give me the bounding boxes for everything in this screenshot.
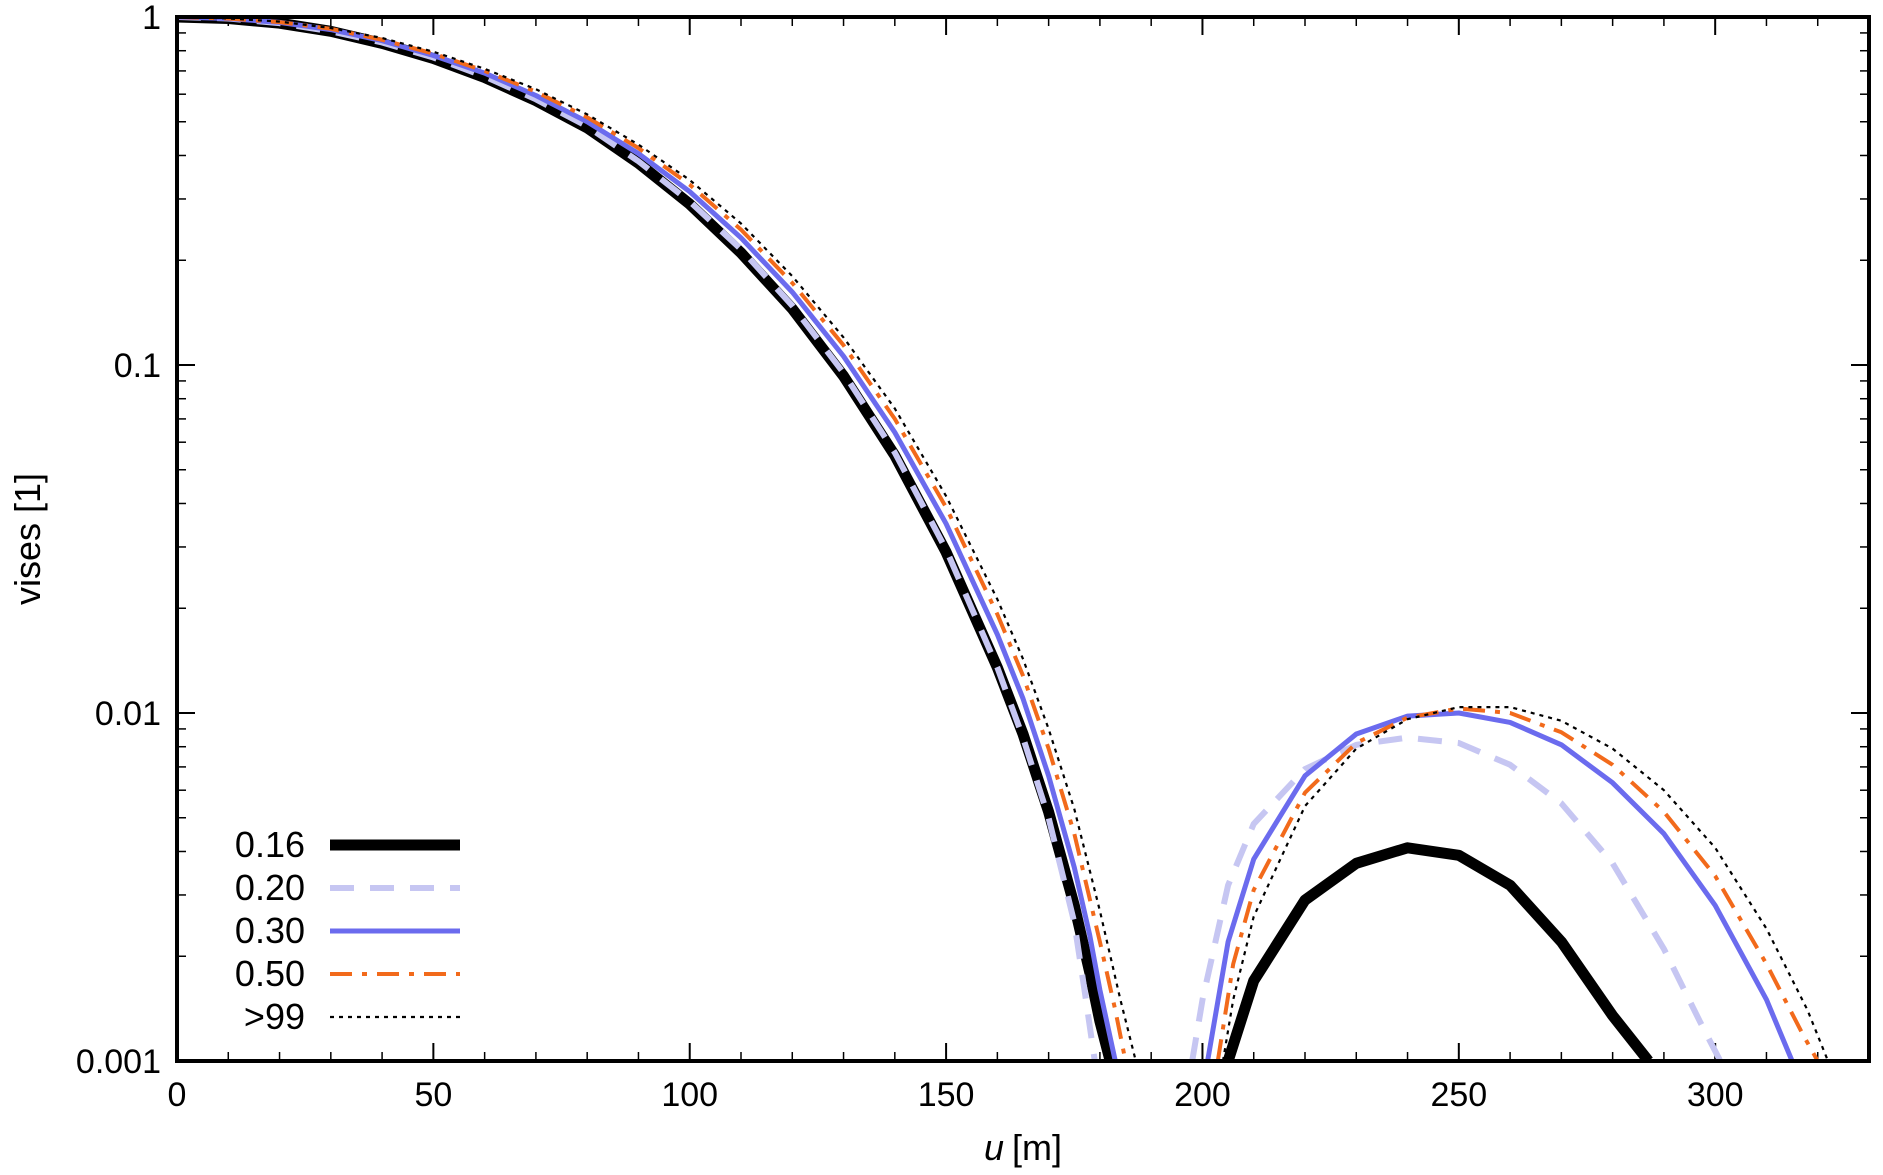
legend-item: 0.30: [235, 910, 460, 951]
series-line-0-second-lobe: [1222, 842, 1653, 1061]
legend-label: 0.50: [235, 953, 305, 994]
x-tick-label: 50: [414, 1076, 452, 1114]
legend-label: 0.16: [235, 824, 305, 865]
x-tick-label: 200: [1174, 1076, 1231, 1114]
legend-item: 0.16: [235, 824, 460, 865]
x-tick-label: 0: [168, 1076, 187, 1114]
y-tick-label: 0.01: [95, 695, 161, 733]
plot-frame: [175, 15, 1871, 1063]
series-line-3-main-lobe: [177, 17, 1128, 1061]
x-tick-labels: 0 50 100 150 200 250 300: [168, 1076, 1744, 1114]
y-tick-label: 1: [142, 0, 161, 37]
legend-item: 0.20: [235, 867, 460, 908]
series-line-1-second-lobe: [1189, 734, 1723, 1061]
legend-label: >99: [244, 996, 305, 1037]
x-tick-label: 250: [1430, 1076, 1487, 1114]
legend-label: 0.20: [235, 867, 305, 908]
series-line-4-main-lobe: [177, 17, 1137, 1061]
legend: 0.160.200.300.50>99: [235, 824, 460, 1037]
series-line-1-main-lobe: [177, 17, 1098, 1061]
axis-ticks: [176, 16, 1869, 1062]
legend-item: 0.50: [235, 953, 460, 994]
series-line-3-second-lobe: [1215, 706, 1820, 1061]
legend-label: 0.30: [235, 910, 305, 951]
y-tick-labels: 1 0.1 0.01 0.001: [76, 0, 161, 1081]
series-line-4-second-lobe: [1221, 706, 1830, 1061]
x-tick-label: 300: [1687, 1076, 1744, 1114]
series-line-0-main-lobe: [177, 17, 1116, 1061]
plot-series: [177, 17, 1830, 1061]
x-tick-label: 150: [918, 1076, 975, 1114]
x-axis-title: u [m]: [984, 1127, 1062, 1168]
x-tick-label: 100: [661, 1076, 718, 1114]
y-tick-label: 0.1: [114, 347, 161, 385]
x-axis-unit: [m]: [1012, 1127, 1062, 1168]
y-tick-label: 0.001: [76, 1043, 161, 1081]
y-axis-title: vises [1]: [7, 473, 48, 605]
x-axis-variable: u: [984, 1127, 1004, 1168]
legend-item: >99: [244, 996, 460, 1037]
series-line-2-second-lobe: [1205, 710, 1795, 1061]
